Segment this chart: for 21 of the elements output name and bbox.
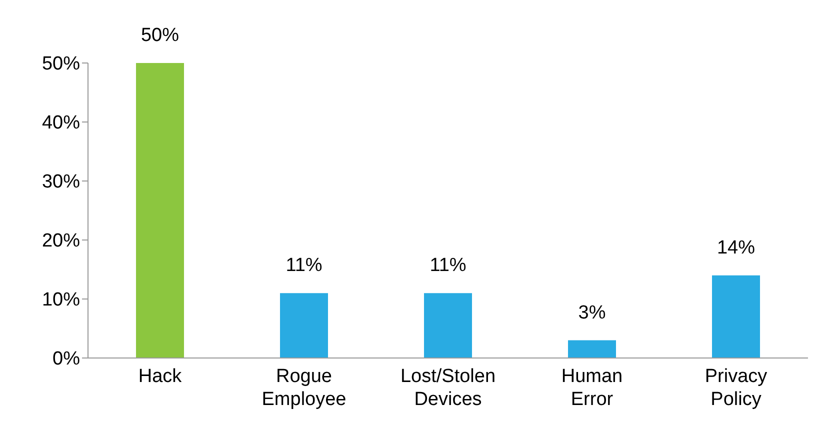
bar [712, 275, 760, 358]
x-tick-label: Rogue Employee [262, 366, 346, 410]
y-tick-label: 20% [42, 230, 80, 252]
data-label: 50% [140, 25, 180, 46]
x-tick-label: Lost/Stolen Devices [400, 366, 496, 410]
data-label: 14% [716, 237, 756, 258]
y-tick-label: 10% [42, 290, 80, 311]
bar [136, 63, 184, 358]
data-label: 3% [578, 302, 606, 324]
y-tick-label: 50% [42, 54, 80, 75]
data-label: 11% [430, 255, 466, 276]
y-tick-label: 30% [42, 172, 80, 193]
x-tick-label: Human Error [561, 366, 623, 410]
x-tick-label: Hack [138, 366, 182, 387]
bar [280, 293, 328, 358]
bar [424, 293, 472, 358]
y-tick-label: 40% [42, 112, 80, 134]
x-tick-label: Privacy Policy [704, 366, 768, 410]
y-tick-label: 0% [52, 348, 80, 370]
bar [568, 340, 616, 358]
data-label: 11% [286, 255, 322, 276]
